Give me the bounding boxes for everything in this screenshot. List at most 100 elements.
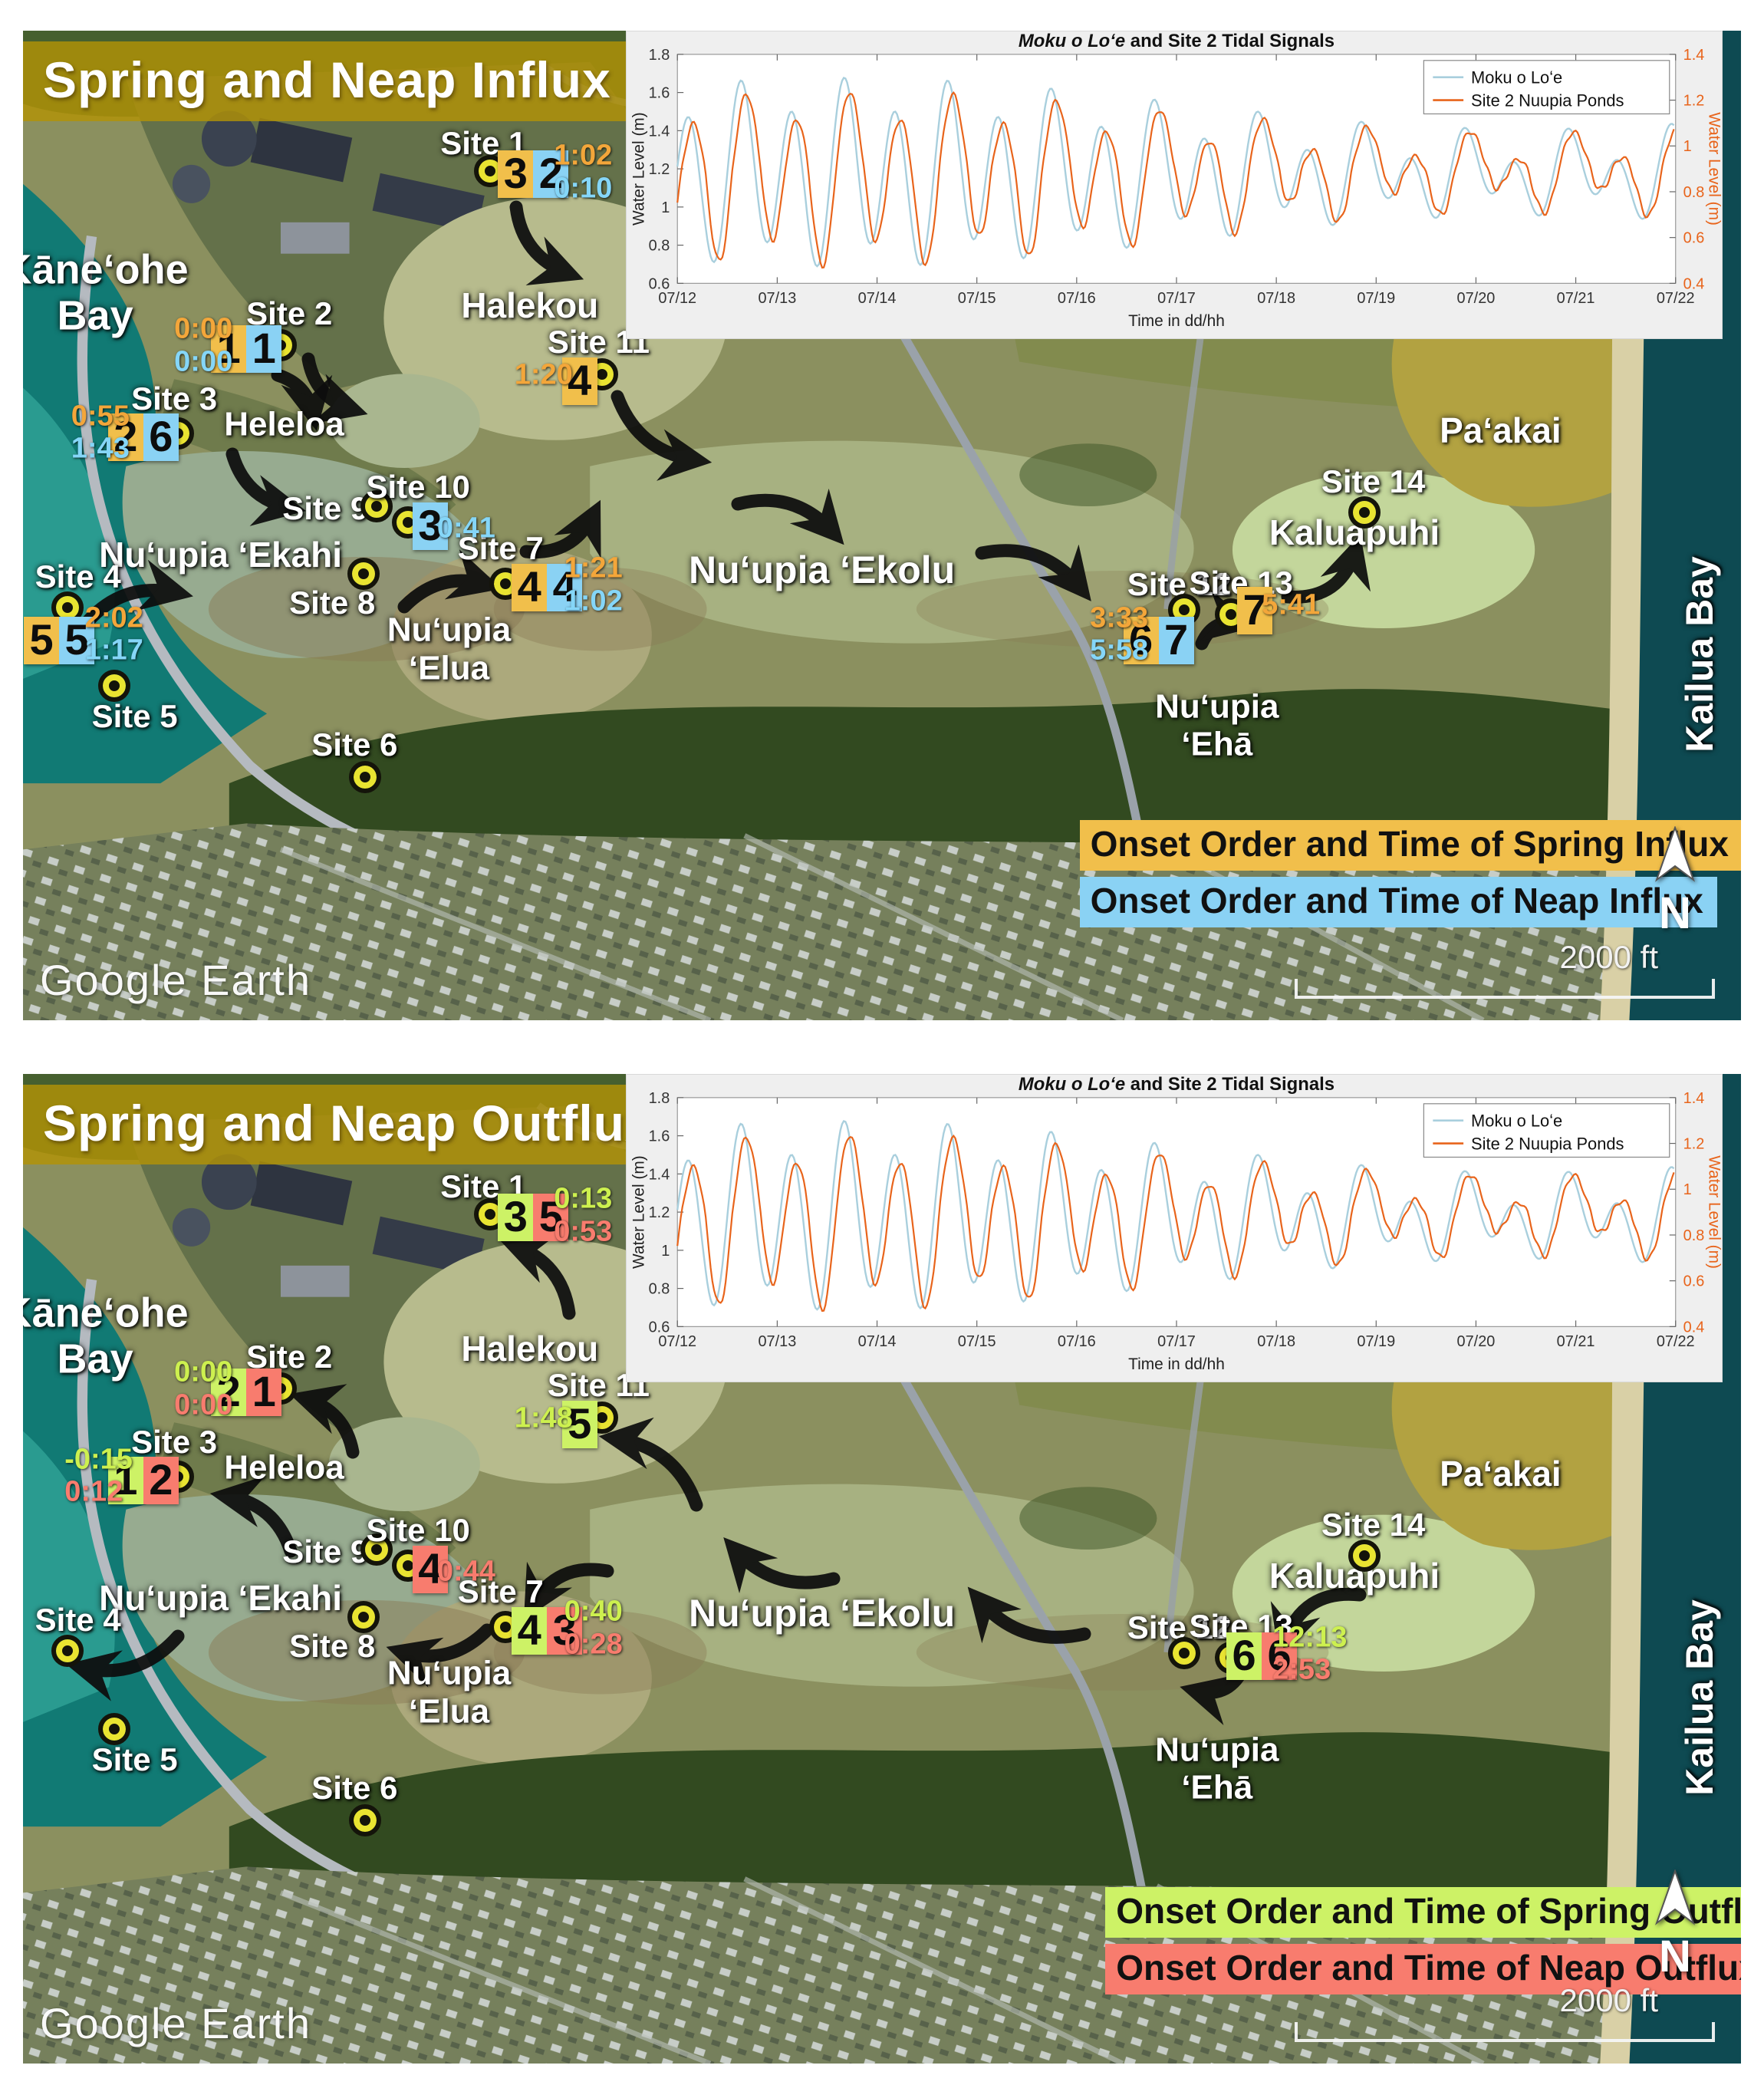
place-label: Nuʻupia ʻEkahi [99, 534, 343, 575]
onset-times-7: 0:40 0:28 [564, 1596, 623, 1661]
onset-time: 5:58 [1090, 634, 1149, 667]
onset-time: 1:43 [71, 432, 130, 465]
site-label-4: Site 4 [35, 1602, 121, 1639]
site-label-6: Site 6 [311, 726, 398, 763]
order-badge: 6 [1123, 616, 1159, 664]
map-panel-outflux: KāneʻoheBay Halekou Heleloa Nuʻupia ʻEkahi N… [23, 1074, 1741, 2064]
svg-text:07/22: 07/22 [1657, 290, 1695, 307]
site-label-3: Site 3 [131, 380, 218, 417]
svg-text:1.2: 1.2 [649, 1204, 670, 1221]
onset-times-13: 12:13 2:53 [1272, 1621, 1347, 1686]
onset-time: 0:00 [174, 1388, 233, 1421]
flow-arrow [78, 559, 193, 631]
site-label-10: Site 10 [366, 468, 470, 505]
svg-text:07/21: 07/21 [1557, 1333, 1595, 1350]
map-legend: Onset Order and Time of Spring Influx Ons… [1079, 820, 1741, 928]
google-earth-watermark: Google Earth [40, 956, 311, 1004]
legend-row: Onset Order and Time of Spring Influx [1079, 820, 1741, 871]
scale-bar: 2000 ft [1295, 939, 1715, 999]
north-label: N [1659, 1932, 1691, 1981]
site-marker-4 [51, 1635, 84, 1668]
svg-text:1.2: 1.2 [1683, 93, 1705, 110]
svg-text:07/17: 07/17 [1157, 1333, 1196, 1350]
place-label: Nuʻupia ʻEkolu [688, 1592, 956, 1635]
onset-times-4: 2:02 1:17 [85, 601, 143, 667]
onset-time: 0:00 [174, 312, 233, 345]
onset-time: 0:53 [554, 1215, 613, 1248]
onset-order-badges-13: 7 [1237, 586, 1273, 634]
order-badge: 6 [1262, 1632, 1298, 1680]
onset-time: 0:00 [174, 345, 233, 378]
onset-time: 0:12 [64, 1475, 123, 1508]
svg-text:0.8: 0.8 [1683, 184, 1705, 201]
place-label: Nuʻupia ʻEkolu [688, 548, 956, 592]
flow-arrow [289, 1384, 360, 1459]
onset-time: 2:02 [84, 601, 143, 634]
svg-text:0.6: 0.6 [1683, 230, 1705, 247]
site-label-6: Site 6 [311, 1770, 398, 1807]
onset-times-11: 1:48 [515, 1402, 573, 1435]
flow-arrow [499, 1234, 576, 1320]
flow-arrow [66, 1629, 185, 1701]
flow-arrow [523, 1561, 614, 1620]
panel-title: Spring and Neap Outflux [23, 1085, 677, 1164]
site-label-5: Site 5 [91, 697, 178, 734]
onset-times-10: 0:41 [437, 512, 495, 545]
site-label-9: Site 9 [282, 490, 369, 527]
google-earth-watermark: Google Earth [40, 1999, 311, 2047]
svg-text:07/14: 07/14 [858, 1333, 897, 1350]
order-badge: 4 [547, 564, 583, 612]
place-label: Kaluapuhi [1269, 1556, 1440, 1596]
svg-text:1.4: 1.4 [1683, 1090, 1705, 1107]
svg-text:1.6: 1.6 [649, 1128, 670, 1145]
svg-text:07/18: 07/18 [1257, 1333, 1295, 1350]
panel-title: Spring and Neap Influx [23, 41, 634, 121]
legend-row: Onset Order and Time of Neap Influx [1079, 877, 1717, 928]
onset-time: 5:41 [1262, 589, 1321, 622]
svg-text:1.8: 1.8 [649, 1090, 670, 1107]
order-badge: 6 [1226, 1632, 1262, 1680]
order-badge: 6 [143, 413, 179, 462]
svg-text:Water Level (m): Water Level (m) [630, 112, 647, 226]
svg-text:Water Level (m): Water Level (m) [1706, 1155, 1722, 1269]
onset-order-badges-10: 4 [412, 1546, 448, 1594]
site-label-12: Site 12 [1127, 1609, 1232, 1646]
flow-arrow [519, 499, 601, 559]
order-badge: 7 [1158, 616, 1194, 664]
onset-time: 1:48 [514, 1402, 573, 1434]
order-badge: 2 [211, 1369, 247, 1417]
site-marker-5 [97, 669, 130, 702]
place-label: Heleloa [224, 1448, 344, 1487]
place-label: Nuʻupia ʻEhā [1155, 687, 1279, 763]
svg-text:Moku o Loʻe and Site 2 Tidal S: Moku o Loʻe and Site 2 Tidal Signals [1019, 1075, 1335, 1095]
site-label-12: Site 12 [1127, 566, 1232, 603]
onset-times-7: 1:21 1:02 [564, 552, 623, 618]
onset-order-badges-11: 4 [561, 357, 597, 405]
svg-text:07/20: 07/20 [1457, 290, 1496, 307]
onset-time: 0:13 [554, 1182, 613, 1215]
svg-text:Time in dd/hh: Time in dd/hh [1128, 1355, 1225, 1373]
site-marker-9 [360, 490, 393, 523]
onset-time: 1:02 [564, 585, 623, 618]
svg-text:Water Level (m): Water Level (m) [1706, 112, 1722, 226]
order-badge: 3 [412, 502, 448, 551]
onset-order-badges-11: 5 [561, 1400, 597, 1448]
onset-time: 1:21 [564, 552, 623, 585]
svg-text:Moku o Loʻe: Moku o Loʻe [1471, 68, 1562, 87]
scale-label: 2000 ft [1559, 1982, 1658, 2018]
order-badge: 1 [246, 1369, 282, 1417]
svg-text:1.2: 1.2 [649, 161, 670, 178]
onset-time: 3:33 [1090, 601, 1149, 634]
svg-text:0.4: 0.4 [1683, 275, 1705, 292]
flow-arrow [509, 200, 584, 285]
onset-time: 1:20 [514, 358, 573, 391]
flow-arrow-layer [78, 200, 1371, 651]
tidal-signal-chart: 07/12 07/13 07/14 07/15 07/16 07/17 07/18 07/19… [626, 31, 1723, 339]
onset-time: 1:02 [554, 139, 613, 172]
